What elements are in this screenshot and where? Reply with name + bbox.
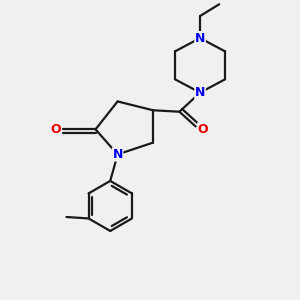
Text: N: N (195, 32, 205, 45)
Text: O: O (50, 123, 61, 136)
Text: N: N (112, 148, 123, 161)
Text: N: N (195, 86, 205, 99)
Text: O: O (198, 123, 208, 136)
